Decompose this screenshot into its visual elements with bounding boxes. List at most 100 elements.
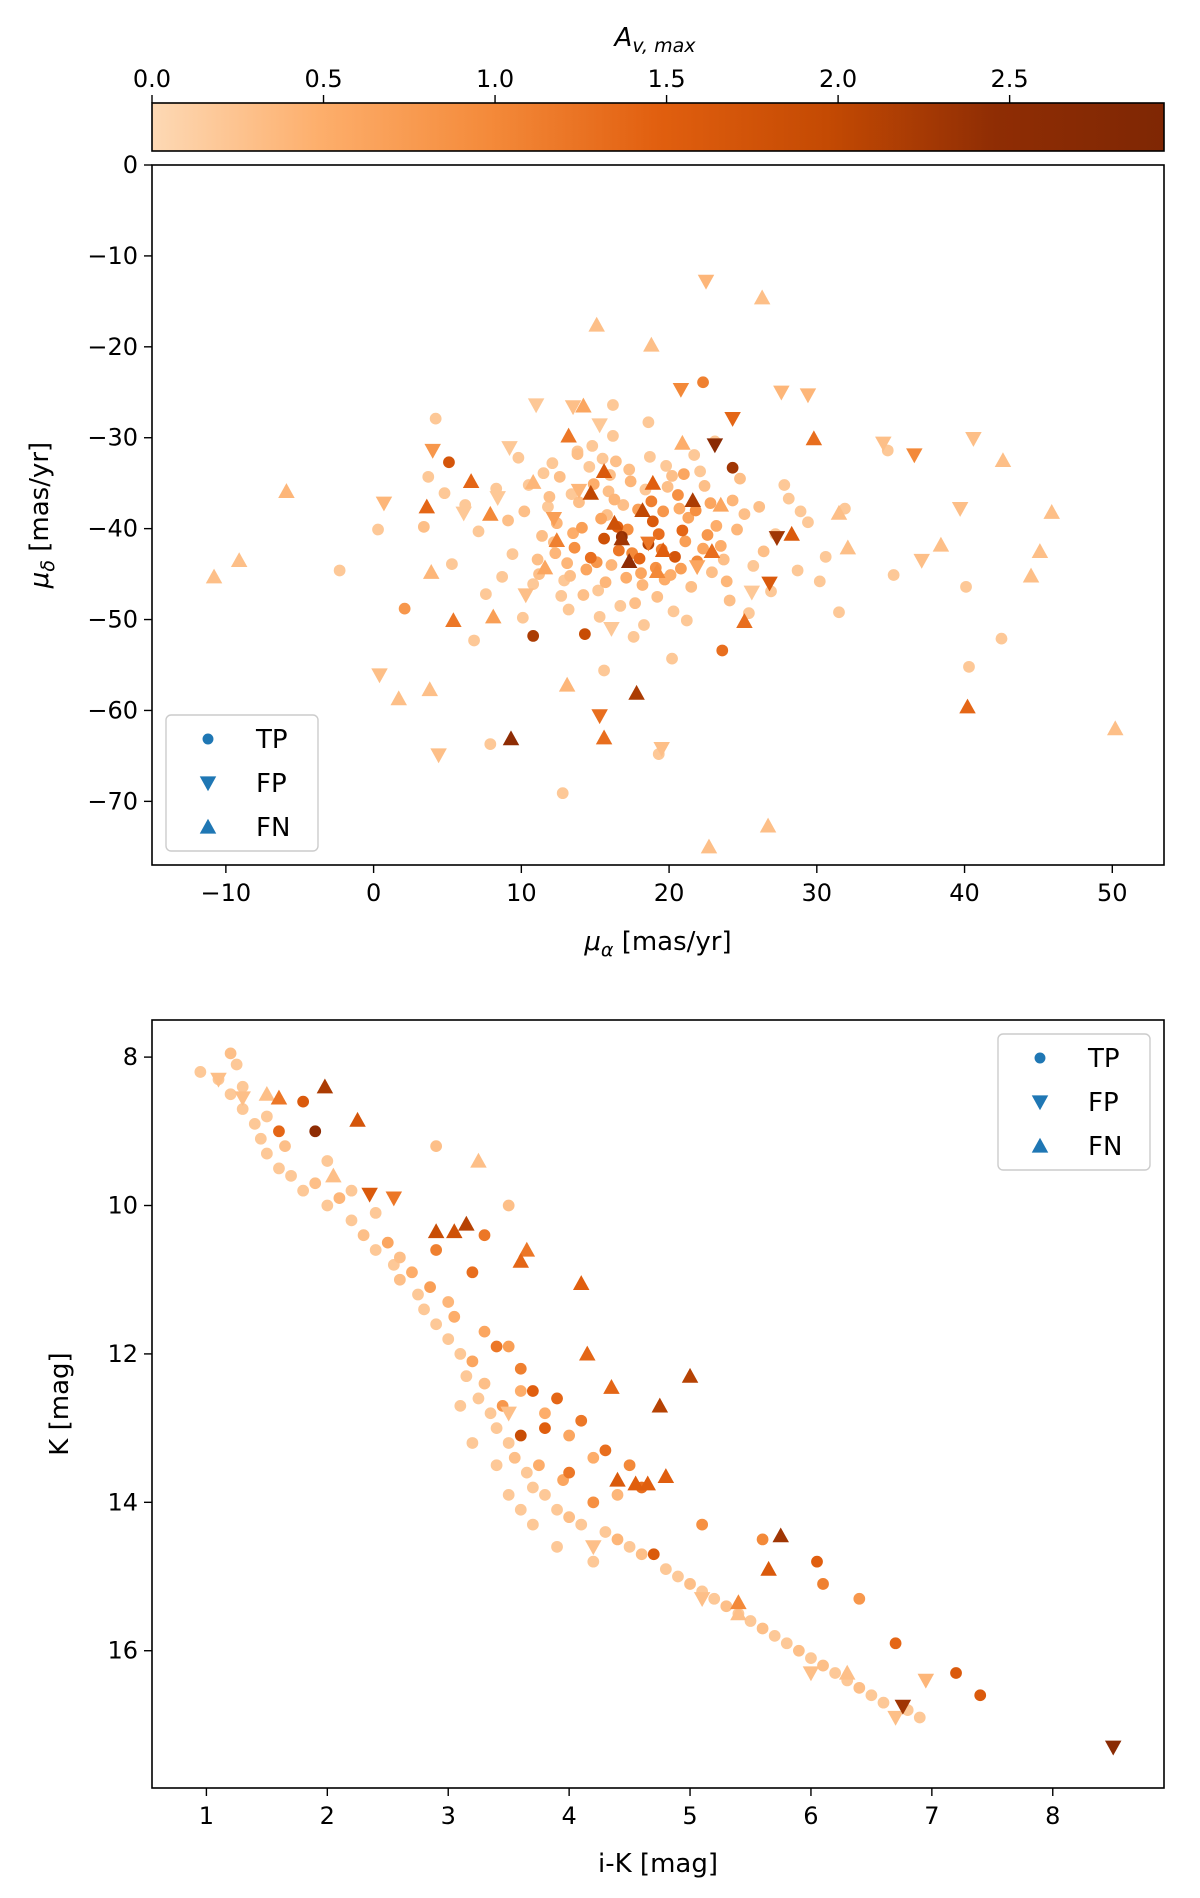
data-point-tp (627, 630, 640, 643)
data-point-tp (677, 468, 690, 480)
data-point-tp (260, 1110, 273, 1123)
data-point-tp (236, 1080, 249, 1093)
data-point-tp (321, 1199, 334, 1212)
data-point-tp (254, 1132, 267, 1145)
data-point-tp (598, 664, 610, 677)
data-point-tp (490, 1459, 503, 1472)
data-point-fp (917, 1673, 935, 1689)
data-point-tp (575, 1518, 588, 1531)
data-point-tp (551, 1503, 563, 1516)
data-point-tp (645, 495, 658, 508)
colorbar-tick-label: 1.0 (476, 65, 514, 93)
data-point-tp (853, 1592, 866, 1605)
data-point-tp (539, 1422, 551, 1434)
data-point-fp (653, 742, 670, 757)
data-point-tp (592, 584, 605, 597)
data-point-fp (768, 531, 786, 546)
data-point-fn (588, 316, 605, 332)
data-point-tp (333, 1192, 346, 1204)
data-point-tp (568, 541, 581, 554)
data-point-tp (694, 465, 706, 478)
data-point-fn (1031, 543, 1049, 558)
data-point-tp (647, 1548, 660, 1561)
data-point-tp (974, 1689, 987, 1702)
data-point-fp (913, 553, 930, 569)
data-point-fn (524, 474, 542, 489)
data-point-tp (520, 1466, 533, 1479)
data-point-fp (501, 441, 518, 456)
data-point-tp (680, 614, 693, 627)
data-point-tp (833, 606, 845, 619)
data-point-tp (617, 499, 630, 511)
legend-marker-fn (199, 818, 217, 834)
data-point-fn (536, 559, 554, 575)
colorbar-tick-label: 2.0 (819, 65, 857, 93)
data-point-tp (689, 504, 702, 517)
data-point-fp (527, 398, 545, 414)
data-point-tp (738, 508, 751, 520)
data-point-tp (573, 496, 585, 509)
data-point-tp (460, 1370, 473, 1383)
data-point-fn (421, 681, 438, 697)
data-point-tp (669, 550, 681, 563)
data-point-tp (651, 590, 664, 603)
data-point-tp (539, 1489, 551, 1501)
x-tick-label: 4 (561, 1802, 576, 1830)
y-tick-label: −10 (87, 242, 138, 270)
data-point-tp (406, 1266, 418, 1279)
data-point-tp (537, 467, 550, 480)
data-point-tp (194, 1066, 207, 1078)
data-point-fn (316, 1078, 334, 1094)
data-point-fp (1104, 1740, 1122, 1756)
proper-motion-y-ticks: 0 −10 −20 −30 −40 −50 −60 −70 (87, 151, 152, 815)
data-point-tp (422, 470, 435, 483)
data-point-tp (698, 480, 711, 492)
data-point-tp (508, 1451, 521, 1464)
data-point-fn (736, 613, 753, 628)
data-point-tp (502, 1340, 515, 1353)
colorbar-bar (151, 102, 1165, 152)
x-tick-label: 3 (441, 1802, 456, 1830)
data-point-tp (484, 1407, 497, 1420)
data-point-tp (667, 605, 680, 618)
data-point-fn (634, 502, 651, 518)
data-point-tp (587, 1451, 600, 1464)
x-tick-label: 8 (1045, 1802, 1060, 1830)
data-point-tp (398, 602, 411, 615)
data-point-fn (258, 1085, 276, 1101)
data-point-tp (697, 376, 709, 389)
data-point-tp (659, 1563, 672, 1575)
data-point-fn (558, 676, 576, 692)
data-point-fn (994, 452, 1012, 468)
data-point-tp (543, 490, 556, 503)
data-point-fn (805, 430, 823, 446)
data-point-tp (802, 516, 814, 529)
color-magnitude-x-label: i-K [mag] (598, 1849, 718, 1879)
data-point-tp (230, 1058, 243, 1071)
data-point-fn (230, 552, 248, 568)
data-point-tp (430, 1140, 443, 1153)
data-point-tp (273, 1125, 285, 1138)
data-point-tp (608, 493, 621, 506)
data-point-tp (309, 1125, 322, 1138)
data-point-fp (724, 412, 741, 427)
data-point-fp (875, 436, 892, 452)
data-point-fn (390, 690, 407, 706)
data-point-tp (672, 1570, 684, 1583)
data-point-fp (799, 388, 817, 404)
data-point-tp (782, 492, 795, 505)
data-point-tp (704, 497, 717, 510)
data-point-fp (773, 385, 790, 401)
data-point-tp (490, 1422, 503, 1434)
data-point-tp (877, 1696, 890, 1709)
data-point-tp (672, 489, 684, 501)
data-point-tp (575, 1414, 588, 1427)
x-tick-label: 40 (949, 879, 980, 907)
data-point-fn (674, 434, 691, 450)
data-point-tp (706, 566, 718, 579)
data-point-tp (297, 1184, 310, 1197)
data-point-tp (673, 502, 686, 515)
data-point-tp (438, 487, 451, 500)
